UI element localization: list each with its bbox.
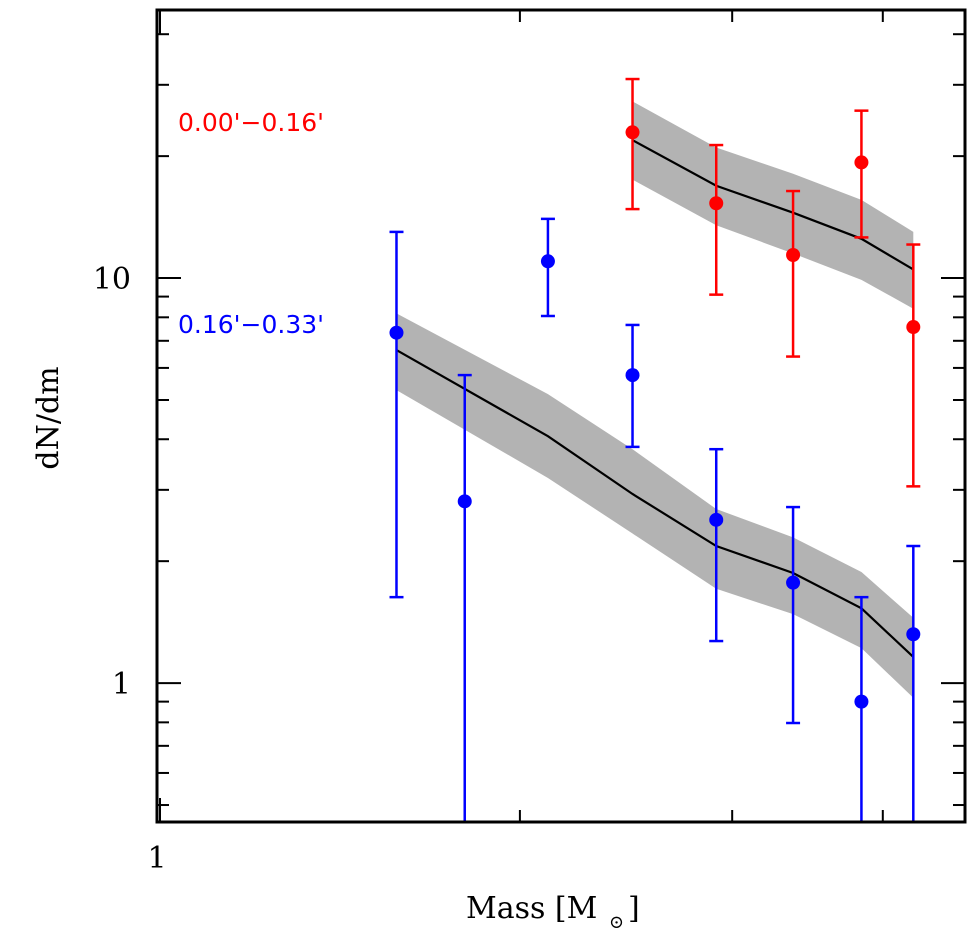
data-point-series-1-point-4 <box>709 512 724 527</box>
data-point-series-0-point-4 <box>906 320 921 335</box>
data-point-series-0-point-3 <box>854 155 869 170</box>
annotation-outer-radius: 0.16'−0.33' <box>178 310 324 339</box>
plot-frame <box>155 8 967 824</box>
data-points <box>389 125 921 709</box>
error-bars <box>389 77 921 824</box>
model-bands <box>396 101 914 698</box>
y-axis-label: dN/dm <box>31 366 66 469</box>
plot-border <box>155 8 967 824</box>
data-point-series-1-point-6 <box>854 694 869 709</box>
data-point-series-1-point-0 <box>389 325 404 340</box>
x-axis-label-sun-symbol: ⊙ <box>609 912 624 933</box>
annotation-inner-radius: 0.00'−0.16' <box>178 108 324 137</box>
data-point-series-1-point-2 <box>540 254 555 269</box>
data-point-series-0-point-0 <box>625 125 640 140</box>
y-tick-label-10: 10 <box>93 262 131 297</box>
x-axis-label: Mass [M ⊙ ] <box>466 891 640 933</box>
x-tick-label-1: 1 <box>147 841 166 876</box>
data-point-series-1-point-3 <box>625 368 640 383</box>
data-point-series-1-point-1 <box>457 494 472 509</box>
y-tick-label-1: 1 <box>112 667 131 702</box>
x-axis-label-main: Mass [M <box>466 891 597 926</box>
axis-ticks <box>157 10 965 822</box>
x-axis-label-close: ] <box>628 891 640 926</box>
data-point-series-1-point-7 <box>906 627 921 642</box>
data-point-series-1-point-5 <box>786 575 801 590</box>
data-point-series-0-point-1 <box>709 196 724 211</box>
data-point-series-0-point-2 <box>786 248 801 263</box>
model-band-series-1 <box>396 313 914 698</box>
